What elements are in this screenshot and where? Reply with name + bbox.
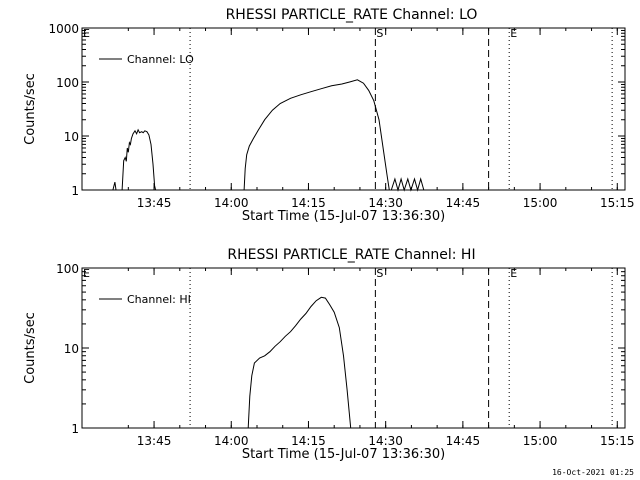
y-axis-label: Counts/sec [23, 312, 38, 384]
series-line [112, 128, 157, 191]
x-tick-label: 15:00 [523, 434, 558, 448]
chart-panel-hi: RHESSI PARTICLE_RATE Channel: HI 13:45 14:… [23, 247, 635, 462]
legend-label: Channel: LO [127, 53, 194, 66]
x-tick-label: 14:30 [368, 196, 403, 210]
chart-panel-lo: RHESSI PARTICLE_RATE Channel: LO 13:45 14:… [23, 7, 635, 224]
time-marker-label: S [376, 267, 383, 280]
legend-label: Channel: HI [127, 293, 191, 306]
time-marker-label: E [510, 267, 517, 280]
y-tick-label: 1000 [48, 22, 79, 36]
y-tick-label: 10 [64, 342, 79, 356]
chart-title: RHESSI PARTICLE_RATE Channel: HI [227, 247, 475, 263]
x-tick-label: 14:00 [214, 434, 249, 448]
y-tick-label: 1 [71, 184, 79, 198]
x-tick-label: 14:45 [446, 196, 481, 210]
plot-frame [81, 267, 626, 429]
y-tick-label: 10 [64, 130, 79, 144]
series-line [243, 79, 390, 191]
x-tick-label: 15:00 [523, 196, 558, 210]
x-axis-label: Start Time (15-Jul-07 13:36:30) [242, 447, 445, 462]
timestamp-footer: 16-Oct-2021 01:25 [552, 468, 634, 477]
plot-frame [81, 27, 626, 191]
x-axis-label: Start Time (15-Jul-07 13:36:30) [242, 209, 445, 224]
x-tick-label: 14:00 [214, 196, 249, 210]
x-tick-label: 13:45 [137, 196, 172, 210]
left-marker-label: E [83, 27, 90, 40]
series-line [247, 296, 352, 429]
left-marker-label: E [83, 267, 90, 280]
y-tick-label: 1 [71, 422, 79, 436]
time-marker-label: S [376, 27, 383, 40]
x-tick-label: 15:15 [600, 434, 635, 448]
series-line [390, 177, 425, 192]
time-marker-label: E [510, 27, 517, 40]
x-tick-label: 14:45 [446, 434, 481, 448]
chart-title: RHESSI PARTICLE_RATE Channel: LO [226, 7, 478, 23]
y-tick-label: 100 [56, 262, 79, 276]
x-tick-label: 14:30 [368, 434, 403, 448]
x-tick-label: 15:15 [600, 196, 635, 210]
y-tick-label: 100 [56, 76, 79, 90]
y-axis-label: Counts/sec [23, 73, 38, 145]
x-tick-label: 14:15 [291, 196, 326, 210]
x-tick-label: 13:45 [137, 434, 172, 448]
x-tick-label: 14:15 [291, 434, 326, 448]
